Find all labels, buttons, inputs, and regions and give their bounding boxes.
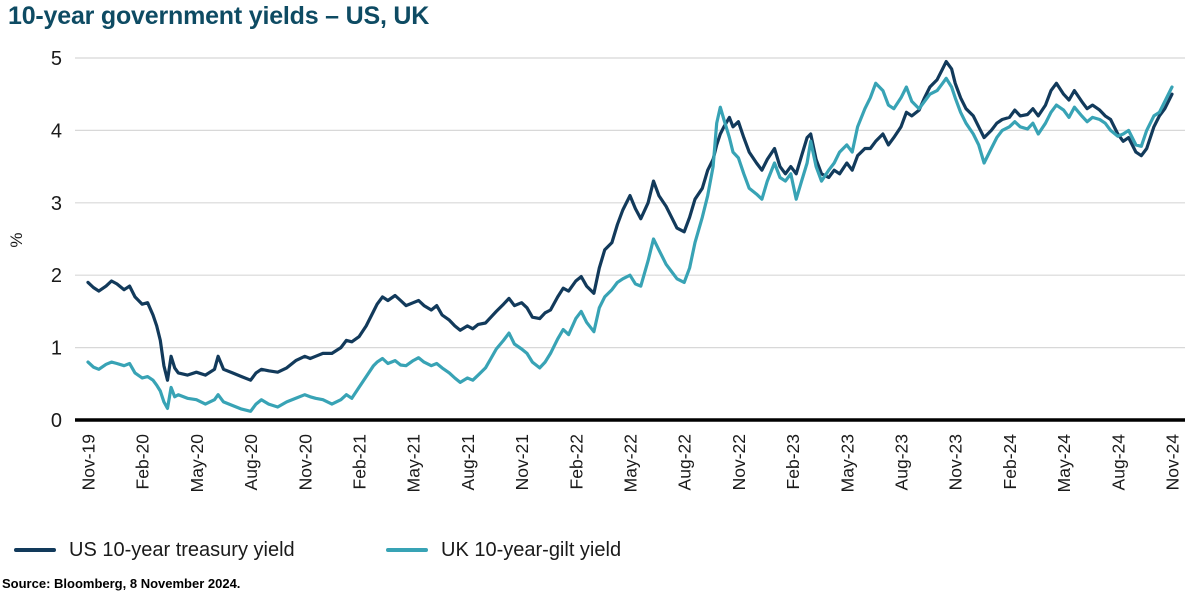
x-tick-label: May-21: [404, 434, 424, 492]
legend-label-us: US 10-year treasury yield: [69, 538, 295, 561]
x-tick-label: Aug-22: [675, 434, 695, 490]
x-tick-label: Aug-24: [1108, 434, 1128, 491]
y-axis-label: %: [7, 232, 26, 247]
y-tick-label: 2: [51, 265, 62, 287]
x-tick-label: Nov-20: [295, 434, 315, 491]
x-tick-label: Nov-22: [729, 434, 749, 490]
x-tick-label: Feb-24: [1000, 434, 1020, 490]
page-title: 10-year government yields – US, UK: [8, 2, 430, 30]
chart-legend: US 10-year treasury yield UK 10-year-gil…: [0, 536, 1200, 564]
x-tick-label: Nov-19: [79, 434, 99, 490]
source-note: Source: Bloomberg, 8 November 2024.: [2, 576, 241, 591]
x-tick-label: May-23: [837, 434, 857, 492]
us-yield-line: [86, 59, 1174, 382]
legend-label-uk: UK 10-year-gilt yield: [441, 538, 622, 561]
x-tick-label: Feb-20: [133, 434, 153, 490]
uk-yield-line: [86, 76, 1174, 413]
y-tick-label: 4: [51, 120, 62, 142]
x-tick-label: May-20: [187, 434, 207, 493]
x-tick-label: Nov-21: [512, 434, 532, 490]
x-tick-label: Feb-22: [566, 434, 586, 489]
legend-item-us: US 10-year treasury yield: [14, 536, 295, 564]
x-tick-label: Aug-20: [241, 434, 261, 491]
y-tick-label: 3: [51, 193, 62, 215]
x-tick-label: Feb-21: [350, 434, 370, 489]
x-tick-label: Aug-23: [892, 434, 912, 490]
x-tick-label: Aug-21: [458, 434, 478, 490]
uk-line-swatch: [386, 548, 428, 552]
x-tick-label: May-24: [1054, 434, 1074, 493]
x-tick-label: Feb-23: [783, 434, 803, 489]
us-line-swatch: [14, 548, 56, 552]
y-tick-label: 0: [51, 410, 62, 432]
x-tick-label: May-22: [621, 434, 641, 492]
y-tick-label: 5: [51, 48, 62, 70]
legend-item-uk: UK 10-year-gilt yield: [386, 536, 621, 564]
yield-line-chart: 0 1 2 3 4 5% Nov-19 Feb-20 May-20 Aug-20 Nov-20 Feb…: [7, 48, 1185, 493]
x-tick-label: Nov-23: [946, 434, 966, 490]
x-tick-label: Nov-24: [1163, 434, 1183, 491]
y-tick-label: 1: [51, 338, 62, 360]
